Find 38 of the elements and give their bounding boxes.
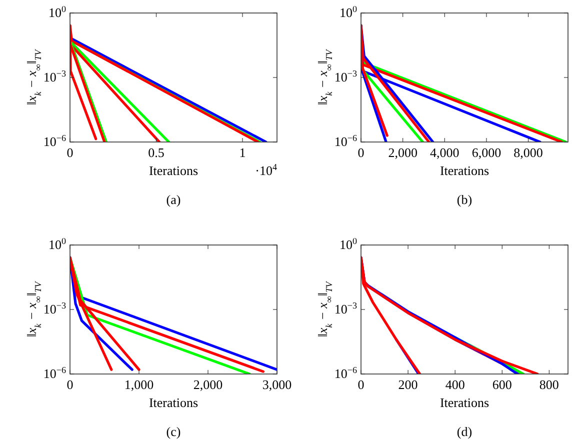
y-tick-label: 10$^{−6}$ xyxy=(334,365,358,381)
x-tick-label: 2,000 xyxy=(388,145,418,160)
y-tick-label: 10$^{0}$ xyxy=(48,4,66,20)
x-tick-label: 800 xyxy=(539,377,559,392)
y-tick-label: 10$^{−3}$ xyxy=(43,68,66,84)
x-tick-label: 2,000 xyxy=(193,377,223,392)
text: (b) xyxy=(456,192,472,207)
x-tick-label: 0.5 xyxy=(148,145,164,160)
x-tick-label: 0 xyxy=(66,145,74,160)
x-tick-label: 600 xyxy=(492,377,512,392)
x-tick-label: 0 xyxy=(358,145,364,160)
x-axis-title: Iterations xyxy=(148,163,198,178)
y-tick-label: 10$^{0}$ xyxy=(48,236,66,252)
x-tick-label: 400 xyxy=(445,377,465,392)
text: (d) xyxy=(456,424,472,439)
x-tick-label: 3,000 xyxy=(262,377,292,392)
y-tick-label: 10$^{−3}$ xyxy=(334,300,358,316)
x-tick-label: 1,000 xyxy=(124,377,154,392)
text: (c) xyxy=(166,424,181,439)
text: (a) xyxy=(166,192,181,207)
y-tick-label: 10$^{−6}$ xyxy=(43,365,66,381)
y-tick-label: 10$^{0}$ xyxy=(339,236,358,252)
x-tick-label: 0 xyxy=(358,377,364,392)
x-tick-label: 1 xyxy=(239,145,246,160)
y-tick-label: 10$^{−6}$ xyxy=(334,133,358,149)
x-tick-label: 0 xyxy=(66,377,74,392)
x-axis-title: Iterations xyxy=(148,395,198,410)
x-tick-label: 6,000 xyxy=(472,145,502,160)
x-tick-label: 8,000 xyxy=(514,145,543,160)
y-tick-label: 10$^{−6}$ xyxy=(43,133,66,149)
y-tick-label: 10$^{−3}$ xyxy=(334,68,358,84)
text: ·10$^{4}$ xyxy=(255,162,278,178)
x-tick-label: 200 xyxy=(398,377,418,392)
y-tick-label: 10$^{0}$ xyxy=(339,4,358,20)
x-axis-title: Iterations xyxy=(440,395,490,410)
x-axis-title: Iterations xyxy=(440,163,490,178)
y-tick-label: 10$^{−3}$ xyxy=(43,300,66,316)
x-tick-label: 4,000 xyxy=(430,145,460,160)
